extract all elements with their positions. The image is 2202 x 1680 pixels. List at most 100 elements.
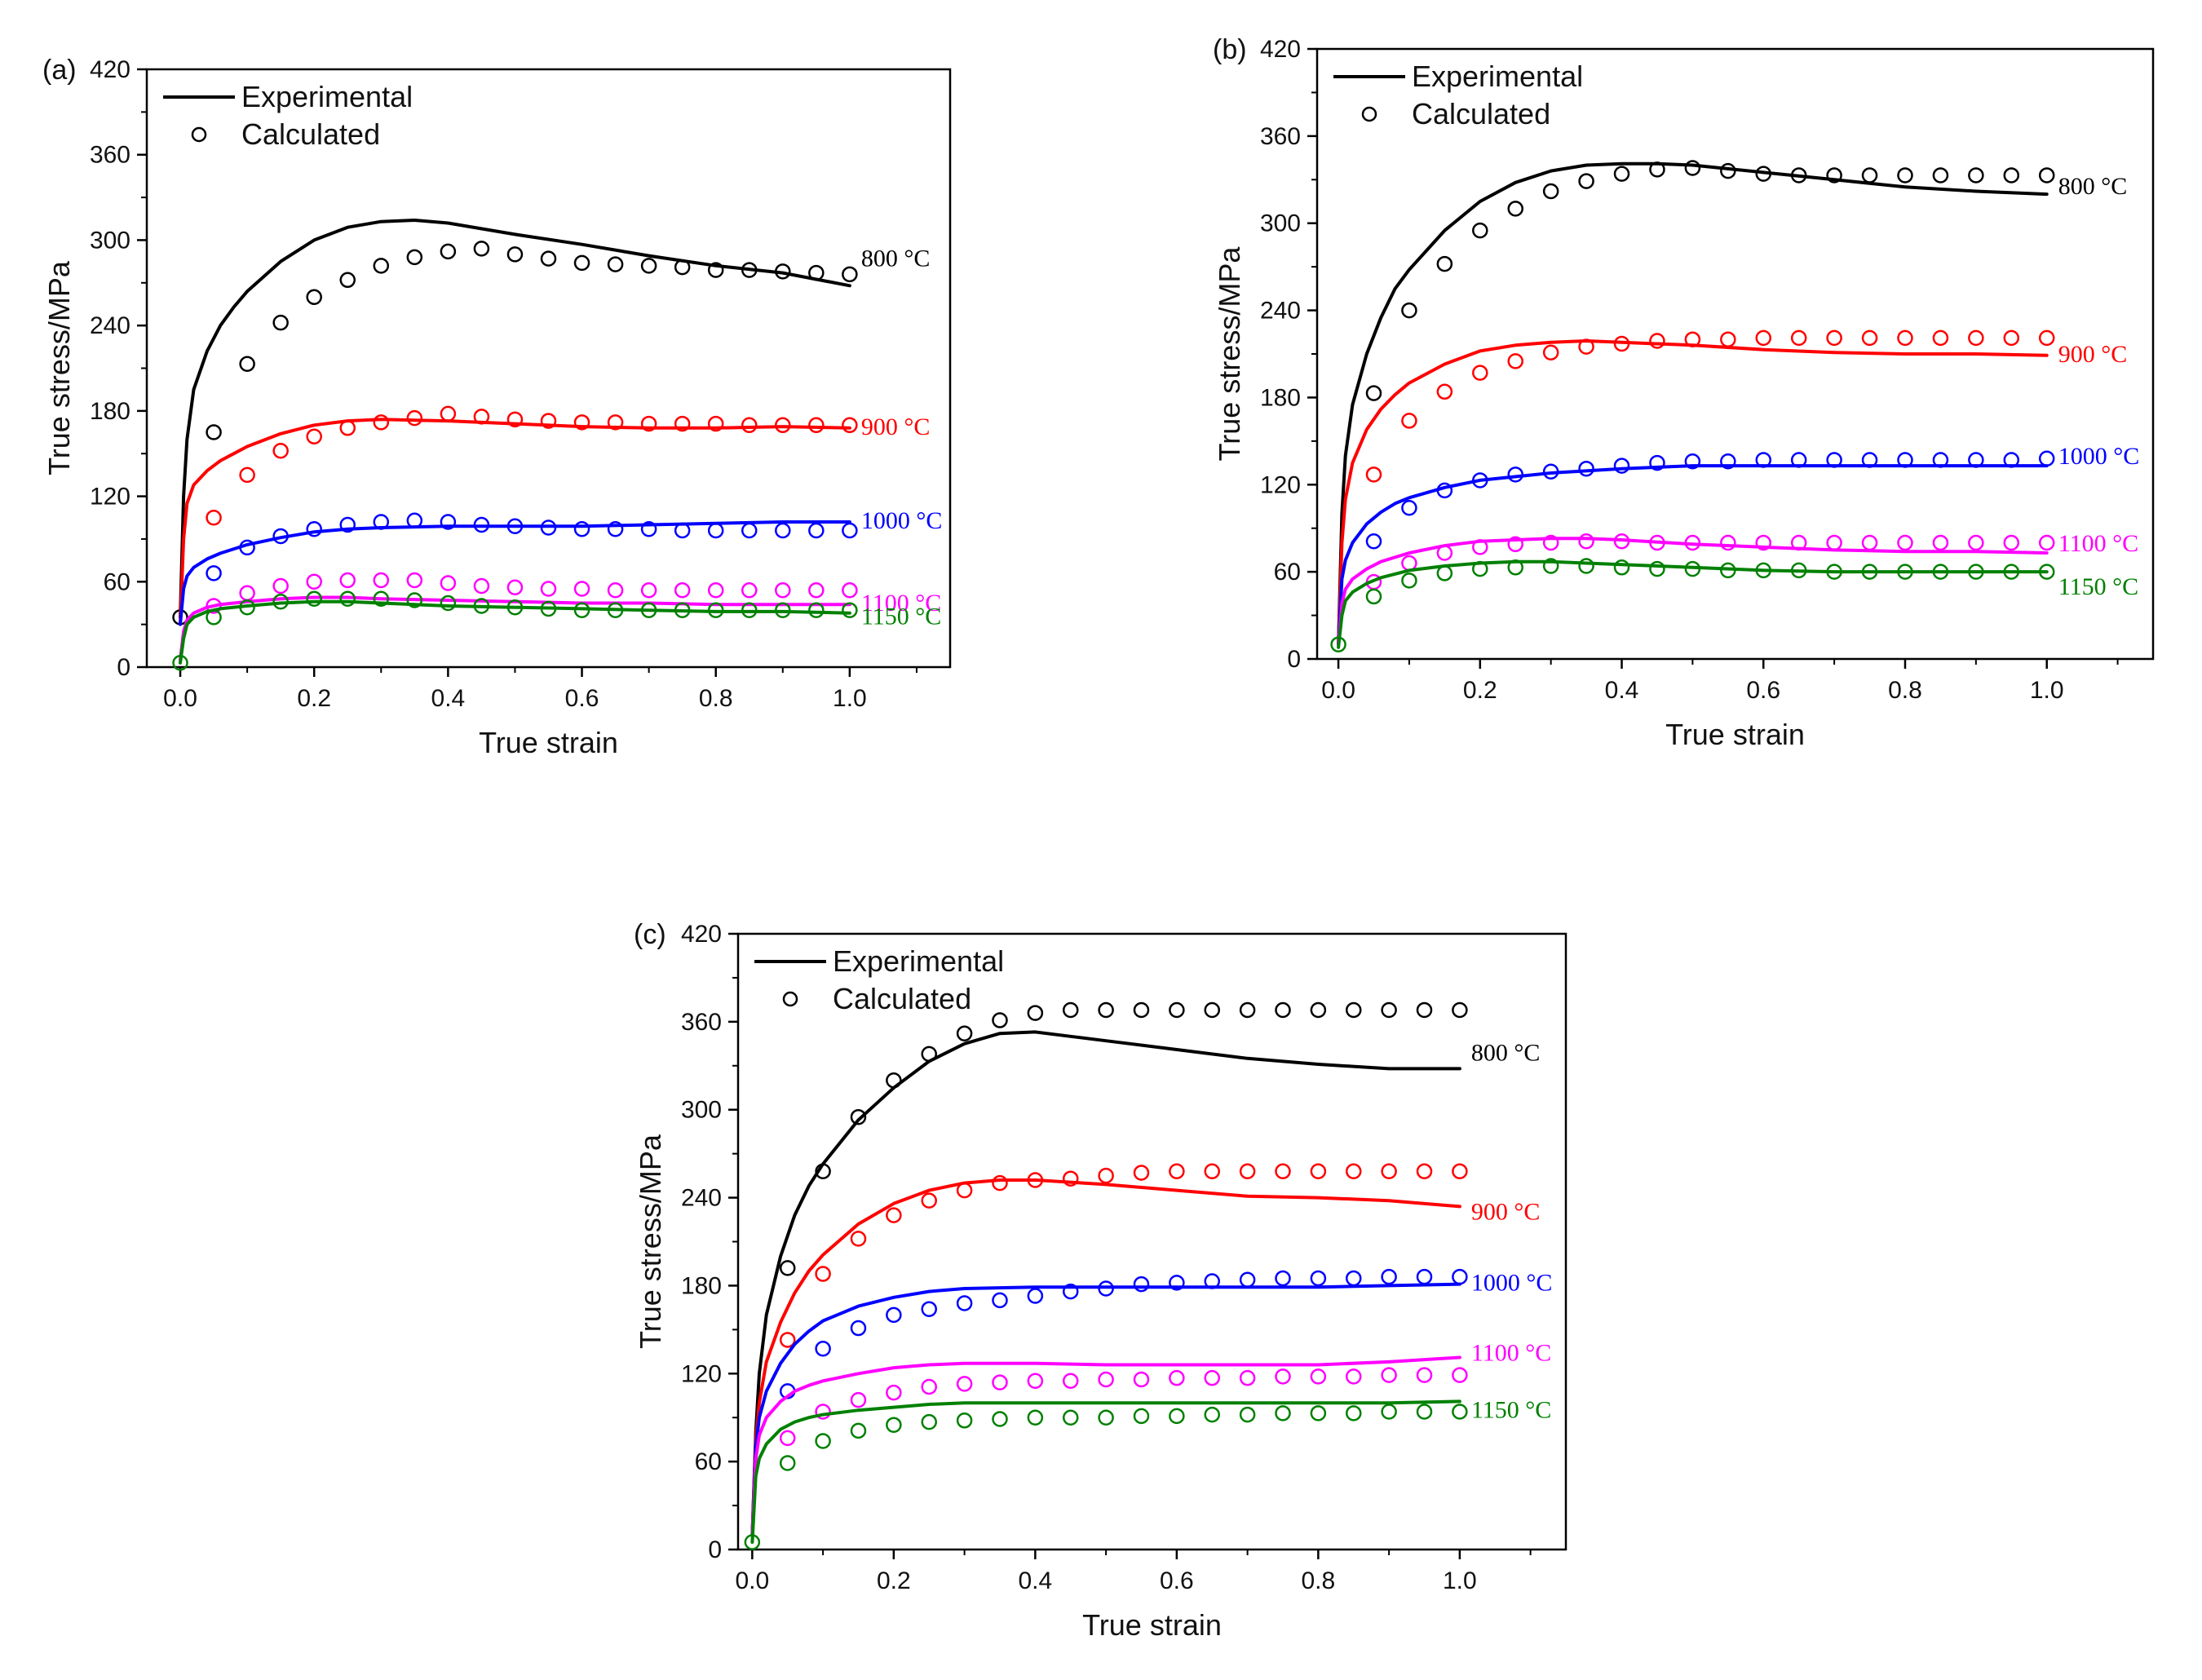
y-tick-label: 60 bbox=[695, 1448, 722, 1475]
calculated-point bbox=[674, 602, 691, 618]
panel-label: (c) bbox=[634, 919, 666, 950]
calculated-point bbox=[373, 514, 390, 530]
y-tick-label: 120 bbox=[681, 1360, 722, 1387]
x-axis-title: True strain bbox=[479, 726, 618, 759]
calculated-point bbox=[1649, 560, 1665, 577]
calculated-point bbox=[1542, 463, 1559, 480]
series-1100c: 1100 °C bbox=[179, 572, 941, 662]
calculated-point bbox=[506, 579, 524, 596]
x-tick-label: 0.6 bbox=[1160, 1567, 1194, 1594]
calculated-point bbox=[506, 246, 524, 263]
calculated-point bbox=[1275, 1001, 1291, 1019]
calculated-point bbox=[707, 262, 724, 278]
y-tick-label: 300 bbox=[681, 1097, 722, 1124]
calculated-point bbox=[306, 428, 322, 445]
calculated-point bbox=[886, 1384, 902, 1401]
calculated-point bbox=[1790, 167, 1807, 183]
calculated-point bbox=[1578, 338, 1594, 355]
calculated-point bbox=[1684, 453, 1701, 470]
calculated-point bbox=[1507, 559, 1523, 576]
y-tick-label: 360 bbox=[1260, 123, 1301, 150]
series-900c: 900 °C bbox=[750, 1163, 1540, 1536]
calculated-point bbox=[815, 1163, 831, 1179]
calculated-point bbox=[1381, 1268, 1397, 1285]
calculated-point bbox=[640, 602, 657, 618]
series-900c: 900 °C bbox=[179, 405, 930, 626]
calculated-point bbox=[1169, 1001, 1185, 1019]
calculated-point bbox=[2003, 329, 2020, 347]
calculated-point bbox=[440, 405, 457, 422]
series-label: 800 °C bbox=[861, 245, 931, 272]
calculated-point bbox=[206, 510, 222, 526]
calculated-point bbox=[1310, 1001, 1327, 1019]
calculated-point bbox=[815, 1266, 831, 1282]
calculated-point bbox=[640, 582, 657, 599]
experimental-line bbox=[1337, 464, 2049, 647]
calculated-point bbox=[775, 522, 791, 539]
calculated-point bbox=[1613, 458, 1630, 474]
calculated-point bbox=[1755, 534, 1771, 551]
calculated-point bbox=[272, 577, 289, 595]
calculated-point bbox=[1133, 1001, 1150, 1019]
calculated-point bbox=[206, 598, 222, 614]
calculated-point bbox=[206, 424, 222, 440]
calculated-point bbox=[1027, 1409, 1044, 1426]
calculated-point bbox=[886, 1417, 902, 1433]
y-tick-label: 360 bbox=[90, 142, 130, 169]
calculated-point bbox=[921, 1192, 937, 1209]
x-tick-label: 0.6 bbox=[1746, 677, 1780, 704]
calculated-point bbox=[272, 314, 289, 331]
calculated-point bbox=[1790, 452, 1807, 468]
calculated-point bbox=[1204, 1406, 1220, 1423]
calculated-point bbox=[1861, 167, 1878, 183]
calculated-point bbox=[674, 582, 691, 599]
calculated-point bbox=[815, 1340, 831, 1357]
calculated-point bbox=[506, 518, 524, 534]
calculated-point bbox=[1755, 329, 1771, 347]
x-tick-label: 0.4 bbox=[1605, 677, 1639, 704]
calculated-point bbox=[573, 581, 590, 597]
calculated-point bbox=[1452, 1367, 1468, 1383]
calculated-point bbox=[406, 409, 423, 427]
calculated-point bbox=[1239, 1001, 1256, 1019]
calculated-point bbox=[1507, 353, 1523, 369]
calculated-point bbox=[2003, 167, 2020, 183]
y-tick-label: 420 bbox=[1260, 36, 1301, 63]
series-800c: 800 °C bbox=[172, 219, 931, 626]
calculated-point bbox=[1310, 1163, 1327, 1179]
calculated-point bbox=[2003, 452, 2020, 468]
calculated-point bbox=[1098, 1409, 1114, 1426]
calculated-point bbox=[1436, 482, 1453, 499]
x-tick-label: 0.6 bbox=[565, 685, 599, 712]
experimental-line bbox=[179, 595, 851, 662]
y-tick-label: 180 bbox=[681, 1272, 722, 1299]
calculated-point bbox=[956, 1295, 973, 1311]
x-tick-label: 1.0 bbox=[1443, 1567, 1477, 1594]
series-1100c: 1100 °C bbox=[1337, 530, 2138, 647]
calculated-point bbox=[339, 590, 356, 607]
series-label: 1000 °C bbox=[2058, 443, 2140, 470]
calculated-point bbox=[206, 609, 222, 626]
calculated-point bbox=[1365, 588, 1382, 605]
series-1000c: 1000 °C bbox=[750, 1268, 1552, 1536]
legend-label-calculated: Calculated bbox=[1412, 97, 1550, 130]
calculated-point bbox=[1472, 222, 1488, 239]
experimental-line bbox=[179, 219, 851, 619]
calculated-point bbox=[607, 256, 624, 272]
calculated-point bbox=[842, 522, 858, 539]
calculated-point bbox=[272, 593, 289, 610]
calculated-point bbox=[1239, 1271, 1256, 1288]
calculated-point bbox=[1932, 534, 1949, 551]
calculated-point bbox=[707, 415, 724, 432]
calculated-point bbox=[339, 420, 356, 436]
calculated-point bbox=[921, 1413, 937, 1430]
calculated-point bbox=[607, 414, 624, 431]
calculated-point bbox=[1027, 1288, 1044, 1304]
calculated-point bbox=[1436, 545, 1453, 561]
x-tick-label: 0.8 bbox=[699, 685, 733, 712]
series-label: 1150 °C bbox=[2058, 573, 2138, 600]
y-tick-label: 420 bbox=[90, 56, 130, 83]
calculated-point bbox=[1578, 558, 1594, 574]
series-label: 800 °C bbox=[1471, 1039, 1541, 1066]
calculated-point bbox=[1932, 564, 1949, 580]
